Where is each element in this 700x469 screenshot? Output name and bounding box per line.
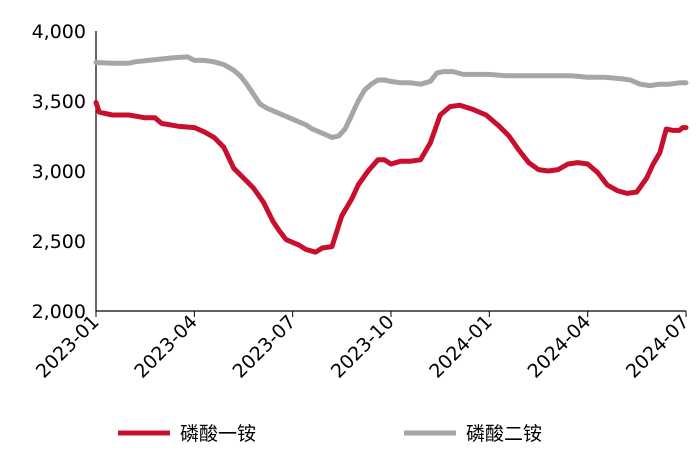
legend-label-series-2: 磷酸二铵 (466, 423, 542, 445)
x-tick-label: 2023-04 (130, 311, 202, 383)
y-tick-label: 4,000 (32, 21, 86, 43)
series-line-1 (93, 99, 689, 255)
x-tick-label: 2024-07 (622, 311, 694, 383)
x-tick-label: 2024-01 (425, 311, 497, 383)
x-tick-label: 2024-04 (524, 311, 596, 383)
y-ticks: 2,000 2,500 3,000 3,500 4,000 (32, 21, 86, 323)
series-line-2 (93, 54, 689, 140)
x-ticks: 2023-01 2023-04 2023-07 2023-10 2024-01 2024-… (32, 311, 694, 383)
y-tick-label: 3,000 (32, 161, 86, 183)
legend: 磷酸一铵 磷酸二铵 (118, 423, 542, 445)
y-tick-label: 2,000 (32, 301, 86, 323)
series-layer (93, 54, 689, 255)
y-tick-label: 3,500 (32, 91, 86, 113)
x-tick-label: 2023-07 (229, 311, 301, 383)
x-tick-label: 2023-10 (327, 311, 399, 383)
y-tick-label: 2,500 (32, 231, 86, 253)
legend-label-series-1: 磷酸一铵 (180, 423, 256, 445)
